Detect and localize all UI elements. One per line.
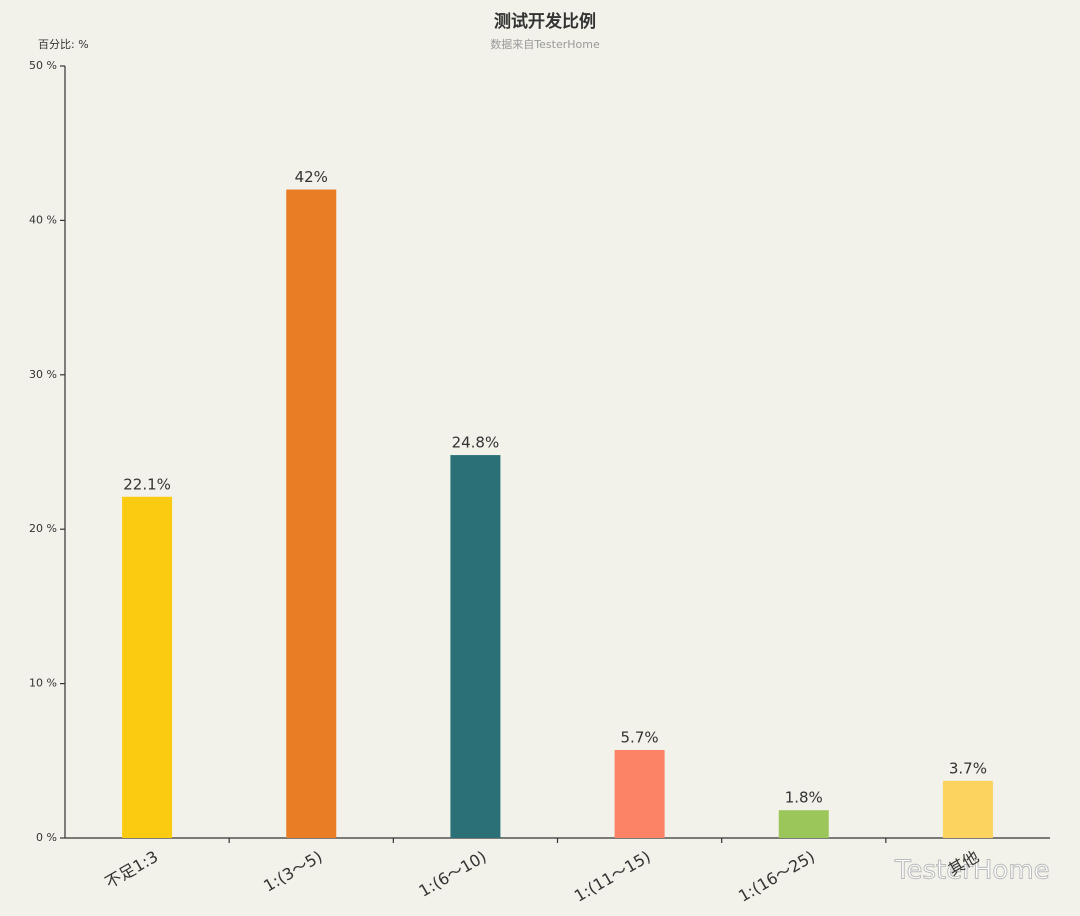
bar xyxy=(614,749,665,838)
y-tick-label: 50 % xyxy=(29,59,57,72)
y-tick-label: 20 % xyxy=(29,522,57,535)
watermark: TesterHome xyxy=(894,856,1050,886)
x-tick-label: 不足1:3 xyxy=(102,847,162,892)
value-label: 3.7% xyxy=(949,759,987,777)
chart-title: 测试开发比例 xyxy=(494,11,596,32)
value-label: 42% xyxy=(295,168,328,186)
bar xyxy=(286,189,337,838)
y-tick-label: 40 % xyxy=(29,213,57,226)
bar xyxy=(122,496,173,838)
bar xyxy=(942,780,993,838)
y-tick-label: 0 % xyxy=(36,831,57,844)
value-label: 22.1% xyxy=(123,475,171,493)
bar xyxy=(450,455,501,838)
bar xyxy=(778,810,829,838)
y-axis-title: 百分比: % xyxy=(38,38,89,51)
value-label: 1.8% xyxy=(785,789,823,807)
x-tick-label: 1:(3～5) xyxy=(260,847,325,896)
x-tick-label: 1:(11～15) xyxy=(571,847,654,906)
chart-subtitle: 数据来自TesterHome xyxy=(490,37,600,51)
x-tick-label: 1:(16～25) xyxy=(735,847,818,906)
value-label: 24.8% xyxy=(452,434,500,452)
x-tick-label: 1:(6～10) xyxy=(416,847,490,901)
value-label: 5.7% xyxy=(621,728,659,746)
y-tick-label: 10 % xyxy=(29,677,57,690)
y-tick-label: 30 % xyxy=(29,368,57,381)
